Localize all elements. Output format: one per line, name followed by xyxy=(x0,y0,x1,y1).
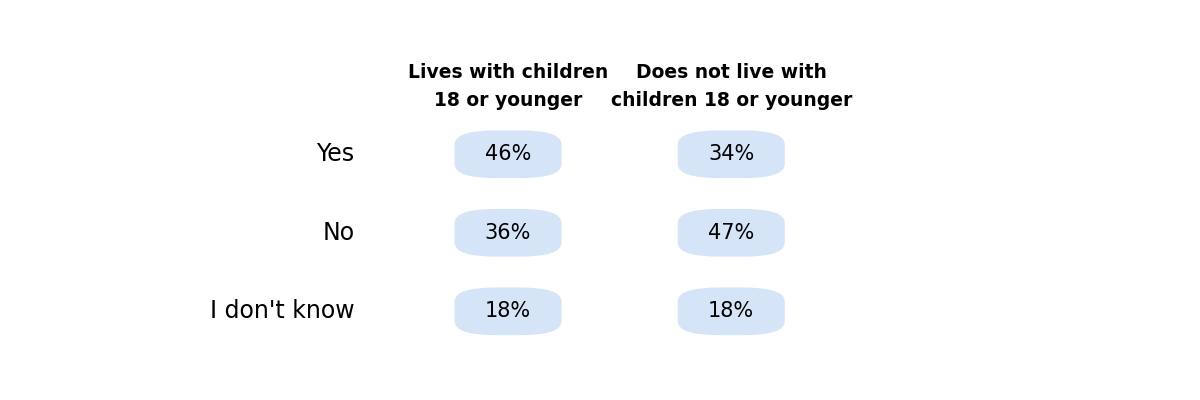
Text: I don't know: I don't know xyxy=(210,299,355,323)
FancyBboxPatch shape xyxy=(678,130,785,178)
Text: 36%: 36% xyxy=(485,223,532,243)
Text: 18%: 18% xyxy=(485,301,532,321)
Text: No: No xyxy=(323,221,355,245)
Text: 46%: 46% xyxy=(485,144,532,164)
Text: 18%: 18% xyxy=(708,301,755,321)
Text: 34%: 34% xyxy=(708,144,755,164)
FancyBboxPatch shape xyxy=(455,288,562,335)
Text: Yes: Yes xyxy=(317,142,355,166)
Text: 47%: 47% xyxy=(708,223,755,243)
Text: Lives with children
18 or younger: Lives with children 18 or younger xyxy=(408,64,608,110)
FancyBboxPatch shape xyxy=(678,288,785,335)
FancyBboxPatch shape xyxy=(455,209,562,257)
FancyBboxPatch shape xyxy=(455,130,562,178)
Text: Does not live with
children 18 or younger: Does not live with children 18 or younge… xyxy=(611,64,852,110)
FancyBboxPatch shape xyxy=(678,209,785,257)
